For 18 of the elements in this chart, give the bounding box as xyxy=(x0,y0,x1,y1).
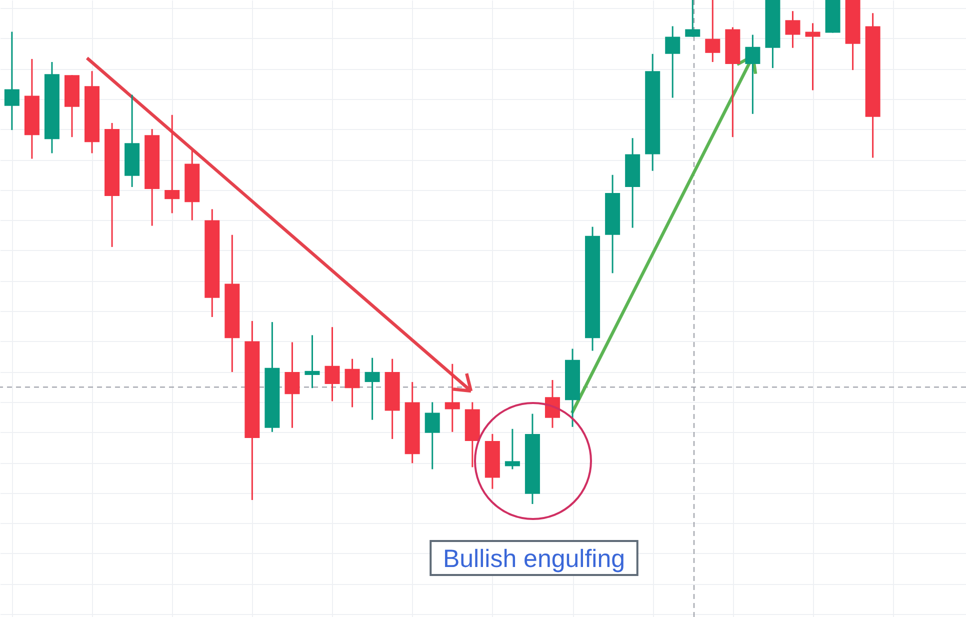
text: Bullish engulfing xyxy=(442,545,626,573)
candlestick xyxy=(785,10,800,49)
candlestick xyxy=(685,0,700,38)
candlestick xyxy=(705,0,720,63)
candlestick xyxy=(164,114,180,214)
candlestick xyxy=(364,357,380,421)
candlestick xyxy=(344,358,360,408)
candlestick xyxy=(424,401,440,470)
candlestick xyxy=(745,34,760,115)
candlestick xyxy=(324,326,340,402)
candlestick xyxy=(805,22,820,91)
candlestick xyxy=(544,379,560,429)
candlestick xyxy=(4,31,20,131)
candlestick xyxy=(304,334,320,389)
candlestick xyxy=(284,341,300,429)
candlestick xyxy=(665,25,680,99)
candlestick xyxy=(504,428,520,470)
candlestick xyxy=(444,363,460,433)
